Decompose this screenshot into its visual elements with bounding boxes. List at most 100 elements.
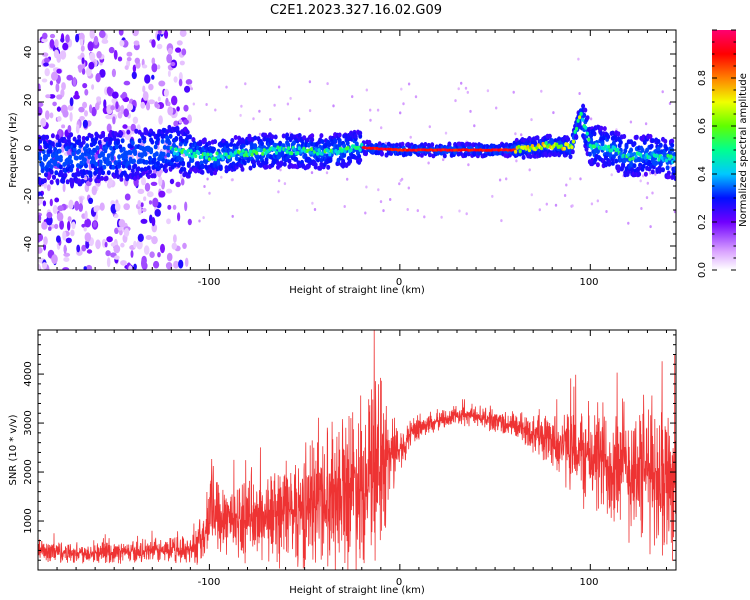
spectrogram-cell (166, 218, 171, 225)
spectrogram-cell (137, 200, 141, 207)
spectrogram-cell (414, 95, 418, 99)
spectrogram-cell (269, 118, 272, 121)
spectrogram-cell (574, 134, 579, 139)
spectrogram-cell (119, 176, 124, 182)
spectrogram-cell (626, 152, 631, 157)
spectrogram-cell (332, 104, 335, 108)
spectrogram-cell (121, 146, 126, 152)
spectrogram-cell (167, 204, 172, 210)
spectrogram-cell (142, 207, 147, 213)
spectrogram-cell (95, 133, 100, 139)
spectrogram-cell (231, 214, 234, 218)
spectrogram-cell (43, 62, 49, 67)
spectrogram-cell (622, 134, 627, 139)
spectrogram-cell (103, 99, 107, 109)
spectrogram-cell (328, 157, 333, 163)
spectrogram-cell (239, 113, 242, 117)
spectrogram-cell (44, 57, 50, 64)
spectrogram-cell (157, 64, 161, 70)
spectrogram-cell (81, 57, 85, 64)
spectrogram-cell (79, 160, 84, 166)
spectrogram-cell (62, 42, 69, 51)
spectrogram-cell (79, 196, 83, 206)
colorbar-tick-label-5: 0.8 (697, 70, 708, 86)
spectrogram-cell (290, 151, 294, 156)
spectrogram-cell (585, 115, 590, 121)
spectrogram-cell (276, 145, 280, 150)
spectrogram-cell (96, 178, 101, 184)
spectrogram-cell (187, 218, 192, 226)
spectrogram-cell (154, 101, 159, 108)
spectrogram-cell (113, 160, 118, 166)
spectrogram-cell (180, 178, 185, 186)
spectrogram-cell (584, 146, 589, 152)
spectrogram-cell (207, 157, 211, 162)
spectrogram-cell (664, 146, 669, 152)
spectrogram-cell (233, 135, 238, 140)
spectrogram-cell (69, 112, 73, 122)
spectrogram-cell (67, 125, 72, 133)
spectrogram-cell (181, 160, 186, 166)
spectrogram-cell (277, 190, 280, 194)
spectrogram-cell (252, 117, 255, 121)
spectrogram-cell (151, 63, 158, 73)
spectrogram-cell (458, 209, 461, 213)
spectrogram-cell (202, 216, 205, 220)
spectrogram-cell (114, 144, 119, 150)
spectrogram-cell (150, 139, 155, 145)
spectrogram-cell (61, 82, 66, 91)
spectrogram-cell (175, 47, 182, 53)
spectrogram-cell (402, 102, 405, 106)
spectrogram-cell (182, 167, 187, 172)
spectrogram-cell (57, 116, 62, 122)
spectrogram-cell (133, 263, 137, 270)
spectrogram-cell (49, 33, 56, 39)
spectrogram-cell (151, 217, 156, 227)
spectrogram-cell (465, 212, 468, 216)
spectrogram-cell (274, 150, 278, 155)
spectrogram-cell (156, 136, 160, 142)
spectrogram-cell (106, 257, 111, 268)
spectrogram-cell (71, 221, 76, 230)
spectrogram-cell (643, 171, 648, 177)
spectrogram-cell (505, 177, 508, 181)
spectrogram-cell (673, 166, 676, 172)
spectrogram-cell (400, 141, 405, 147)
spectrogram-cell (303, 153, 308, 159)
spectrogram-cell (82, 119, 88, 129)
spectrogram-cell (142, 136, 147, 142)
colorbar-tick-label-2: 0.2 (697, 214, 708, 230)
spectrogram-cell (128, 150, 133, 156)
spectrogram-cell (273, 134, 278, 140)
spectrogram-cell (97, 140, 102, 146)
spectrogram-cell (117, 154, 122, 160)
spectrogram-cell (192, 102, 195, 106)
spectrogram-cell (595, 149, 600, 155)
spectrogram-cell (41, 52, 49, 57)
spectrogram-cell (582, 112, 587, 118)
spectrogram-cell (158, 115, 163, 125)
spectrogram-cell (62, 230, 67, 241)
spectrogram-cell (327, 142, 332, 148)
spectrogram-cell (120, 260, 127, 266)
spectrogram-cell (614, 158, 619, 164)
spectrogram-cell (533, 140, 538, 146)
spectrogram-cell (650, 169, 655, 175)
spectrogram-cell (57, 148, 62, 154)
spectrogram-cell (380, 126, 383, 130)
spectrogram-cell (38, 246, 43, 254)
spectrogram-cell (49, 39, 55, 49)
spectrogram-cell (100, 175, 104, 181)
spectrogram-cell (191, 137, 196, 143)
spectrogram-cell (218, 166, 223, 172)
spectrogram-cell (144, 159, 149, 165)
spectrogram-cell (142, 91, 149, 101)
spectrogram-cell (203, 152, 207, 156)
spectrogram-cell (123, 203, 130, 211)
spectrogram-cell (46, 215, 53, 226)
spectrogram-cell (573, 129, 577, 134)
colorbar-gradient (712, 30, 736, 270)
spectrogram-cell (119, 40, 125, 47)
spectrogram-cell (629, 152, 634, 157)
spectrogram-cell (143, 166, 148, 172)
